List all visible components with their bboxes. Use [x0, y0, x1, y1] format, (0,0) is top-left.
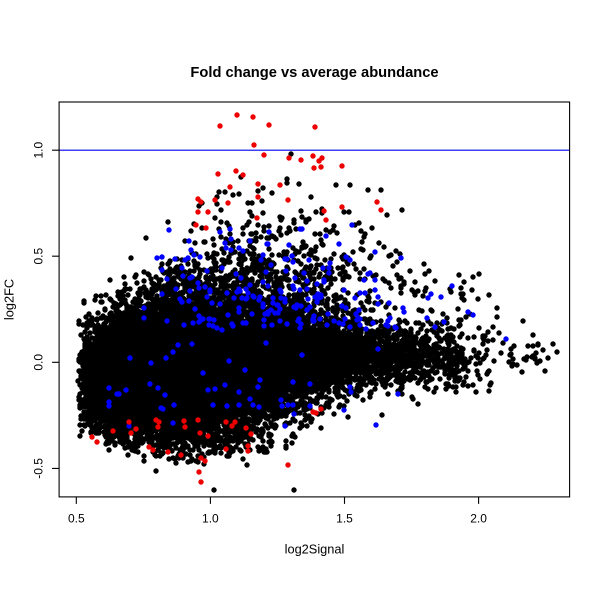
svg-text:1.0: 1.0	[202, 512, 219, 526]
svg-text:2.0: 2.0	[470, 512, 487, 526]
svg-text:0.5: 0.5	[32, 248, 46, 265]
svg-text:0.5: 0.5	[68, 512, 85, 526]
svg-text:1.5: 1.5	[336, 512, 353, 526]
svg-text:1.0: 1.0	[32, 142, 46, 159]
svg-text:-0.5: -0.5	[32, 458, 46, 479]
svg-text:Fold change vs average abundan: Fold change vs average abundance	[190, 65, 438, 81]
svg-text:0.0: 0.0	[32, 354, 46, 371]
svg-text:log2FC: log2FC	[2, 279, 17, 320]
svg-text:log2Signal: log2Signal	[285, 541, 345, 556]
